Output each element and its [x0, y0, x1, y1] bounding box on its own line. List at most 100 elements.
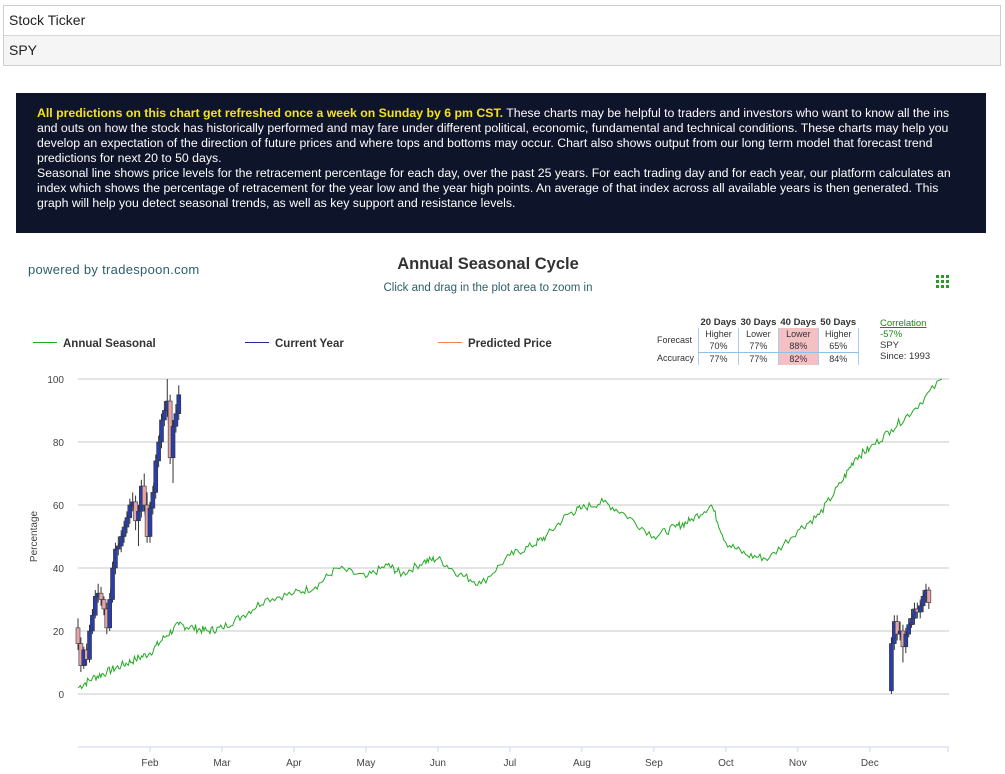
x-tick-label: Feb	[141, 758, 159, 769]
candle-body	[150, 492, 156, 509]
ticker-label: Stock Ticker	[4, 6, 1000, 36]
candlestick	[107, 593, 112, 631]
info-paragraph-1: All predictions on this chart get refres…	[37, 106, 966, 166]
candlestick	[92, 590, 98, 619]
y-tick-label: 100	[47, 375, 64, 386]
legend-predicted-price[interactable]: Predicted Price	[438, 337, 552, 351]
candlestick	[136, 505, 141, 546]
candlestick	[127, 498, 133, 524]
col-header: 50 Days	[820, 316, 857, 328]
candlestick	[156, 435, 161, 468]
x-tick-label: Jul	[504, 758, 517, 769]
legend-label: Current Year	[275, 338, 344, 350]
candlestick	[118, 530, 124, 553]
candle-body	[110, 567, 115, 600]
candle-body	[101, 599, 107, 610]
ticker-input[interactable]: SPY	[4, 36, 1000, 65]
legend-line-icon	[245, 342, 269, 344]
x-tick-label: Oct	[718, 758, 734, 769]
candle-layer	[75, 379, 932, 694]
candlestick	[162, 401, 167, 427]
forecast-direction: Lower	[777, 328, 819, 340]
correlation-value: -57%	[880, 329, 903, 340]
candlestick	[110, 561, 115, 603]
col-header: 20 Days	[700, 316, 737, 328]
forecast-table: 20 Days 30 Days 40 Days 50 Days Forecast…	[657, 316, 859, 365]
candle-body	[153, 460, 159, 493]
accuracy-value: 82%	[777, 352, 819, 365]
x-tick-label: Apr	[286, 758, 302, 769]
chart-subtitle: Click and drag in the plot area to zoom …	[383, 282, 593, 294]
legend-line-icon	[33, 342, 57, 344]
candlestick	[920, 590, 926, 613]
candlestick	[101, 596, 107, 616]
legend-label: Predicted Price	[468, 338, 552, 350]
candlestick	[906, 618, 911, 638]
candle-body	[912, 608, 917, 619]
candle-body	[87, 630, 92, 660]
chart-title: Annual Seasonal Cycle	[397, 255, 579, 273]
candlestick	[150, 486, 156, 515]
x-tick-label: Dec	[861, 758, 879, 769]
candle-body	[92, 596, 98, 616]
y-axis-label: Percentage	[29, 510, 40, 562]
candlestick	[116, 536, 121, 556]
candle-body	[162, 410, 167, 421]
grid-menu-icon[interactable]	[936, 275, 950, 289]
candle-body	[90, 614, 95, 632]
candle-body	[906, 624, 911, 635]
series-layer	[77, 378, 943, 690]
candlestick	[90, 608, 95, 635]
candlestick	[121, 520, 127, 543]
info-highlight: All predictions on this chart get refres…	[37, 106, 504, 120]
info-text-1: These charts may be helpful to traders a…	[37, 106, 950, 165]
candlestick	[75, 618, 81, 650]
candle-body	[141, 485, 147, 506]
candlestick	[159, 413, 164, 449]
candlestick	[889, 637, 894, 694]
candle-body	[147, 507, 153, 537]
candlestick	[124, 511, 130, 534]
x-tick-label: Jun	[430, 758, 446, 769]
candle-body	[98, 592, 104, 600]
candle-body	[903, 633, 909, 648]
candle-body	[127, 504, 133, 518]
candle-body	[170, 425, 176, 459]
legend-line-icon	[438, 342, 462, 344]
legend-current-year[interactable]: Current Year	[245, 337, 344, 351]
x-tick-label: May	[356, 758, 375, 769]
candle-body	[926, 589, 932, 603]
forecast-prob: 65%	[817, 340, 859, 353]
legend-annual-seasonal[interactable]: Annual Seasonal	[33, 337, 156, 351]
col-header: 40 Days	[780, 316, 817, 328]
x-tick-label: Aug	[573, 758, 591, 769]
correlation-symbol: SPY	[880, 340, 900, 351]
candlestick	[173, 404, 179, 433]
candlestick	[98, 586, 104, 606]
x-tick-label: Nov	[789, 758, 807, 769]
candle-body	[136, 510, 141, 522]
info-banner: All predictions on this chart get refres…	[16, 93, 986, 233]
candlestick	[894, 615, 900, 641]
candle-body	[156, 441, 161, 462]
info-paragraph-2: Seasonal line shows price levels for the…	[37, 166, 951, 210]
correlation-link[interactable]: Correlation	[880, 318, 927, 329]
candlestick	[170, 419, 176, 483]
candle-body	[121, 526, 127, 537]
candle-body	[173, 413, 179, 427]
correlation-box: Correlation -57% SPY Since: 1993	[880, 318, 930, 362]
powered-by-link[interactable]: powered by tradespoon.com	[28, 262, 200, 277]
accuracy-label: Accuracy	[657, 353, 695, 364]
candle-body	[116, 545, 121, 550]
correlation-since: Since: 1993	[880, 351, 931, 362]
candlestick	[147, 501, 153, 543]
candlestick	[113, 542, 118, 575]
x-tick-label: Mar	[213, 758, 231, 769]
candle-body	[75, 627, 81, 644]
candle-body	[118, 536, 124, 547]
candlestick	[141, 473, 147, 512]
candle-body	[889, 643, 894, 692]
candlestick	[917, 599, 923, 619]
annual-seasonal-line	[77, 378, 943, 690]
